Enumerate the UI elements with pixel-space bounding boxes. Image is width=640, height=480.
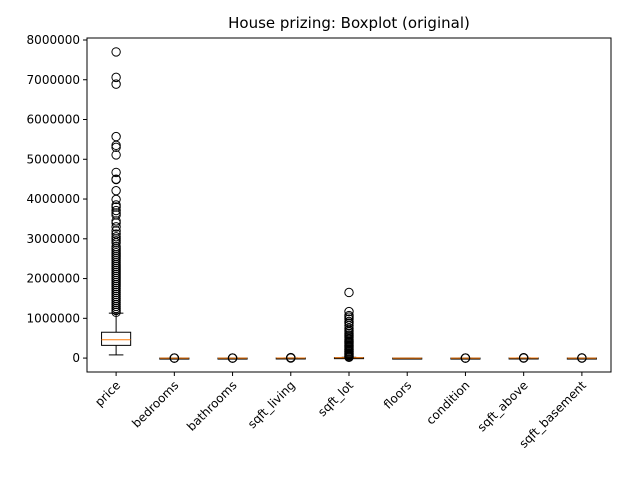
x-tick-label: bathrooms xyxy=(184,378,240,434)
box-sqft_above xyxy=(508,353,539,363)
box-sqft_basement xyxy=(566,353,597,363)
box-sqft_living xyxy=(275,352,306,363)
flier-point xyxy=(111,79,121,89)
box-price xyxy=(101,47,132,356)
flier-point xyxy=(111,72,121,83)
flier-point xyxy=(518,353,529,363)
flier-point xyxy=(111,174,121,185)
iqr-box xyxy=(101,331,132,346)
x-tick-label: bedrooms xyxy=(129,378,181,430)
x-tick-label: condition xyxy=(423,378,472,427)
y-tick-label: 2000000 xyxy=(27,272,80,286)
flier-point xyxy=(111,307,121,318)
flier-point xyxy=(111,140,121,151)
flier-point xyxy=(111,222,121,232)
y-tick-label: 8000000 xyxy=(27,33,80,47)
flier-point xyxy=(344,352,354,362)
y-tick-label: 3000000 xyxy=(27,232,80,246)
box-condition xyxy=(450,353,481,363)
axes: 0 1000000 2000000 3000000 4000000 5000000 6000… xyxy=(27,33,590,451)
flier-point xyxy=(111,142,121,153)
y-tick-label: 5000000 xyxy=(27,152,80,166)
box-bedrooms xyxy=(159,353,190,363)
flier-point xyxy=(344,287,354,298)
chart-title: House prizing: Boxplot (original) xyxy=(228,14,470,32)
box-floors xyxy=(392,357,423,360)
flier-point xyxy=(111,150,121,160)
y-tick-label: 7000000 xyxy=(27,73,80,87)
box-bathrooms xyxy=(217,353,248,363)
flier-point xyxy=(286,352,296,363)
y-tick-label: 6000000 xyxy=(27,113,80,127)
flier-point xyxy=(169,353,180,363)
flier-point xyxy=(227,353,238,363)
y-tick-label: 1000000 xyxy=(27,311,80,325)
x-tick-label: sqft_above xyxy=(475,378,531,434)
y-tick-label: 0 xyxy=(72,351,80,365)
flier-point xyxy=(577,353,587,363)
x-tick-label: floors xyxy=(381,378,415,412)
x-tick-label: sqft_lot xyxy=(315,378,356,419)
plot-area xyxy=(101,47,597,363)
box-sqft_lot xyxy=(333,287,365,362)
x-tick-label: price xyxy=(92,378,123,409)
flier-point xyxy=(111,194,121,205)
flier-point xyxy=(111,47,121,57)
x-tick-label: sqft_living xyxy=(245,378,298,431)
flier-point xyxy=(344,314,354,324)
flier-point xyxy=(344,306,354,317)
y-tick-label: 4000000 xyxy=(27,192,80,206)
flier-point xyxy=(111,167,121,178)
flier-point xyxy=(111,185,121,196)
plot-frame xyxy=(86,37,612,373)
flier-point xyxy=(111,131,121,142)
flier-point xyxy=(111,205,121,216)
flier-point xyxy=(460,353,471,363)
